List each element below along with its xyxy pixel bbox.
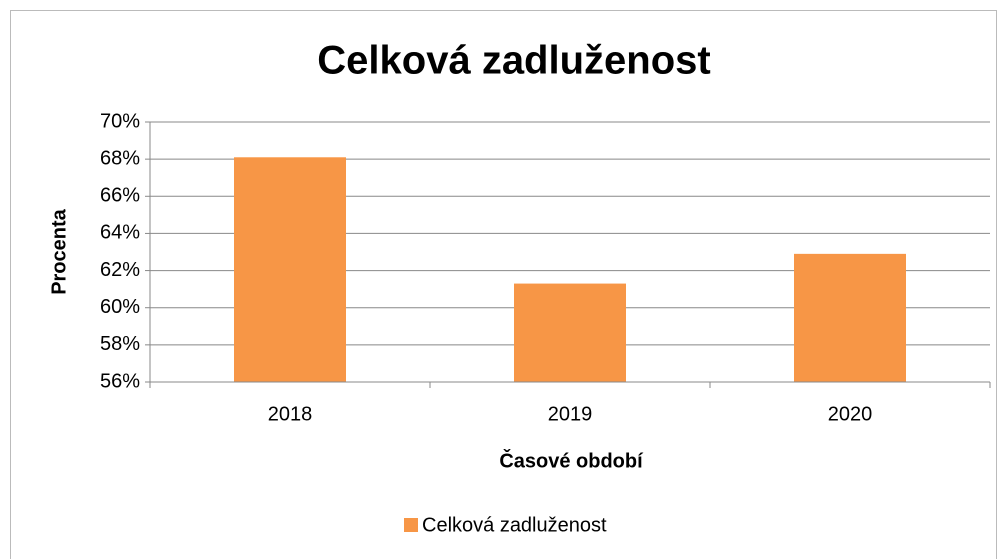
bar <box>514 283 626 382</box>
chart-title: Celková zadluženost <box>317 39 710 83</box>
y-tick-label: 66% <box>100 185 140 207</box>
x-axis-label: Časové období <box>499 448 644 472</box>
legend-swatch <box>404 518 418 532</box>
y-tick-label: 58% <box>100 333 140 355</box>
y-tick-label: 56% <box>100 370 140 392</box>
y-axis-label: Procenta <box>48 208 70 294</box>
bar <box>234 157 346 382</box>
x-tick-label: 2018 <box>268 403 313 425</box>
y-tick-label: 68% <box>100 147 140 169</box>
y-tick-label: 64% <box>100 222 140 244</box>
legend-label: Celková zadluženost <box>422 514 607 536</box>
y-tick-label: 70% <box>100 110 140 132</box>
x-tick-label: 2020 <box>828 403 873 425</box>
bar <box>794 253 906 382</box>
y-tick-label: 62% <box>100 259 140 281</box>
y-tick-label: 60% <box>100 296 140 318</box>
x-tick-label: 2019 <box>548 403 593 425</box>
